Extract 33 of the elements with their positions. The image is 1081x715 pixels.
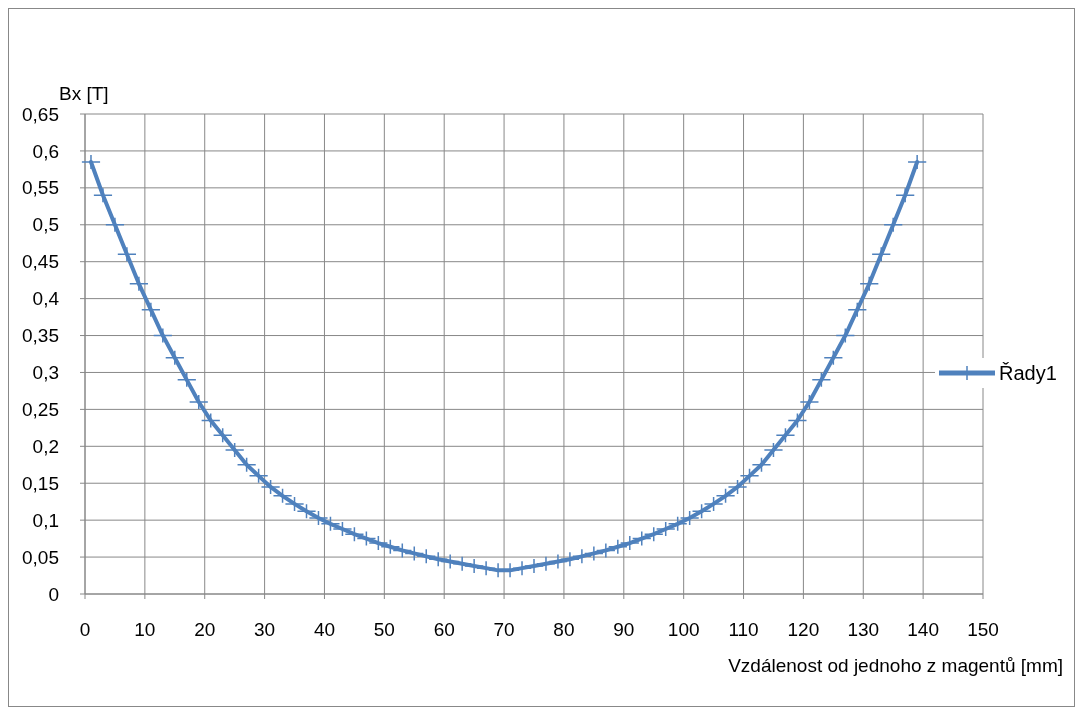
x-tick-label: 130 — [847, 619, 880, 640]
y-tick-label: 0 — [48, 583, 59, 605]
x-tick-label: 30 — [254, 619, 276, 640]
y-tick-label: 0,35 — [22, 325, 59, 347]
x-tick-label: 100 — [667, 619, 700, 640]
x-tick-label: 120 — [787, 619, 820, 640]
x-tick-label: 140 — [907, 619, 939, 640]
y-tick-label: 0,1 — [32, 509, 59, 531]
x-tick-label: 80 — [553, 619, 575, 640]
y-tick-label: 0,6 — [32, 140, 59, 162]
y-tick-label: 0,15 — [22, 472, 59, 494]
y-tick-label: 0,05 — [22, 546, 59, 568]
y-tick-label: 0,55 — [22, 177, 59, 199]
x-tick-label: 60 — [433, 619, 455, 640]
x-tick-label: 90 — [613, 619, 635, 640]
y-tick-label: 0,45 — [22, 251, 59, 273]
y-tick-label: 0,65 — [22, 103, 59, 125]
x-tick-label: 110 — [728, 619, 759, 640]
x-axis-title: Vzdálenost od jednoho z magentů [mm] — [728, 655, 1063, 676]
y-tick-label: 0,2 — [32, 435, 59, 457]
y-tick-label: 0,5 — [32, 214, 59, 236]
x-tick-label: 70 — [493, 619, 515, 640]
y-axis-title: Bx [T] — [59, 83, 109, 104]
x-tick-label: 50 — [373, 619, 395, 640]
x-tick-label: 20 — [194, 619, 216, 640]
x-tick-label: 150 — [967, 619, 999, 640]
y-tick-label: 0,4 — [32, 288, 60, 310]
legend-label: Řady1 — [999, 362, 1057, 384]
y-tick-label: 0,25 — [22, 399, 59, 421]
y-tick-label: 0,3 — [32, 362, 59, 384]
x-tick-label: 0 — [79, 619, 91, 640]
x-tick-label: 10 — [134, 619, 156, 640]
x-tick-label: 40 — [313, 619, 336, 640]
